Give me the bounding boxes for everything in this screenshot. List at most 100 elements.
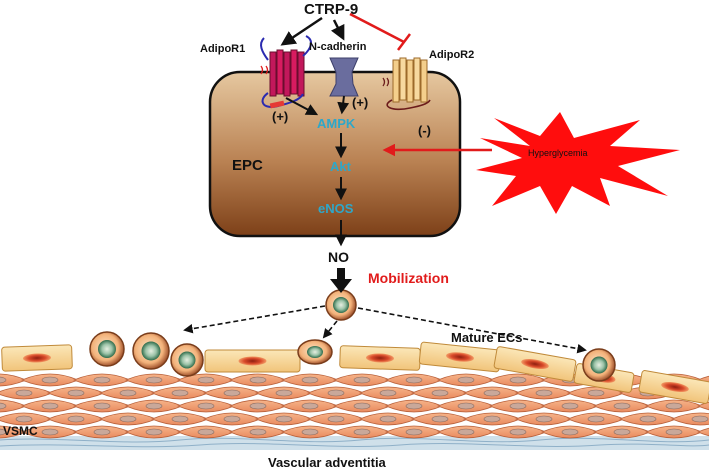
migration-arrow-right — [357, 307, 587, 354]
ncadherin-receptor — [329, 57, 359, 97]
smooth-muscle-cell — [72, 399, 132, 413]
endothelial-cell — [638, 370, 709, 404]
smooth-muscle-cell — [124, 399, 184, 413]
smooth-muscle-cell — [306, 386, 366, 400]
mobilization-arrow — [330, 268, 352, 293]
arrow-ncadherin-to-ampk — [337, 95, 350, 115]
vsmc-layer — [0, 373, 709, 439]
smooth-muscle-cell — [696, 427, 709, 437]
smooth-muscle-cell — [306, 412, 366, 426]
smooth-muscle-cell — [488, 425, 548, 439]
smooth-muscle-cell — [228, 373, 288, 387]
adipor1-label: AdipoR1 — [200, 43, 246, 55]
smooth-muscle-cell — [644, 425, 704, 439]
smooth-muscle-cell — [20, 373, 80, 387]
smooth-muscle-cell — [280, 425, 340, 439]
effect-minus: (-) — [418, 123, 431, 138]
arrow-adipor1-to-ampk — [285, 97, 319, 116]
akt-label: Akt — [330, 159, 351, 174]
smooth-muscle-cell — [358, 412, 418, 426]
adhering-epc-cells — [89, 331, 616, 382]
smooth-muscle-cell — [696, 401, 709, 411]
arrow-to-ncadherin — [330, 19, 345, 41]
adipor1-receptor — [260, 35, 312, 109]
smooth-muscle-cell — [254, 386, 314, 400]
epc-cell-4 — [297, 339, 333, 365]
smooth-muscle-cell — [384, 425, 444, 439]
smooth-muscle-cell — [436, 373, 496, 387]
migration-arrow-down — [322, 320, 338, 339]
epc-cell-2 — [132, 332, 170, 370]
mature-ecs-label: Mature ECs — [451, 330, 523, 345]
smooth-muscle-cell — [332, 425, 392, 439]
smooth-muscle-cell — [384, 373, 444, 387]
smooth-muscle-cell — [46, 412, 106, 426]
adventitia-fibers — [0, 437, 709, 448]
smooth-muscle-cell — [462, 386, 522, 400]
smooth-muscle-cell — [0, 386, 54, 400]
smooth-muscle-cell — [46, 386, 106, 400]
enos-label: eNOS — [318, 201, 354, 216]
smooth-muscle-cell — [176, 399, 236, 413]
smooth-muscle-cell — [72, 425, 132, 439]
smooth-muscle-cell — [20, 399, 80, 413]
smooth-muscle-cell — [592, 399, 652, 413]
smooth-muscle-cell — [358, 386, 418, 400]
inhibition-to-adipor2 — [349, 12, 411, 51]
effect-plus-left: (+) — [272, 109, 289, 124]
hyperglycemia-label: Hyperglycemia — [528, 148, 588, 158]
smooth-muscle-cell — [202, 412, 262, 426]
vsmc-label: VSMC — [3, 424, 38, 438]
endothelial-cell — [339, 345, 421, 371]
smooth-muscle-cell — [540, 425, 600, 439]
no-label: NO — [328, 249, 349, 265]
smooth-muscle-cell — [254, 412, 314, 426]
epc-cell-1 — [89, 331, 125, 367]
epc-cell-3 — [170, 343, 204, 377]
smooth-muscle-cell — [618, 412, 678, 426]
smooth-muscle-cell — [566, 412, 626, 426]
adventitia-label: Vascular adventitia — [268, 455, 386, 470]
smooth-muscle-cell — [332, 399, 392, 413]
smooth-muscle-cell — [514, 412, 574, 426]
endothelial-layer — [1, 341, 709, 404]
migration-arrow-left — [183, 305, 326, 334]
epc-cell-5 — [582, 348, 616, 382]
smooth-muscle-cell — [540, 399, 600, 413]
smooth-muscle-cell — [280, 399, 340, 413]
ncadherin-label: N-cadherin — [309, 41, 367, 53]
smooth-muscle-cell — [514, 386, 574, 400]
smooth-muscle-cell — [124, 373, 184, 387]
smooth-muscle-cell — [462, 412, 522, 426]
adipor2-receptor — [382, 57, 431, 111]
smooth-muscle-cell — [72, 373, 132, 387]
endothelial-cell — [493, 346, 577, 382]
effect-plus-center: (+) — [352, 95, 369, 110]
ampk-label: AMPK — [317, 116, 356, 131]
migration-arrows — [183, 305, 587, 354]
mobilized-epc-cell — [325, 289, 357, 321]
smooth-muscle-cell — [410, 412, 470, 426]
smooth-muscle-cell — [280, 373, 340, 387]
smooth-muscle-cell — [20, 425, 80, 439]
smooth-muscle-cell — [176, 425, 236, 439]
smooth-muscle-cell — [150, 386, 210, 400]
smooth-muscle-cell — [384, 399, 444, 413]
hyperglycemia-burst — [476, 112, 680, 214]
ctrp9-label: CTRP-9 — [304, 1, 359, 18]
endothelial-cell — [418, 341, 502, 373]
smooth-muscle-cell — [98, 412, 158, 426]
smooth-muscle-cell — [410, 386, 470, 400]
smooth-muscle-cell — [228, 399, 288, 413]
endothelial-cell — [1, 344, 73, 372]
epc-label: EPC — [232, 157, 263, 174]
smooth-muscle-cell — [436, 399, 496, 413]
smooth-muscle-cell — [124, 425, 184, 439]
mobilization-label: Mobilization — [368, 270, 449, 286]
smooth-muscle-cell — [98, 386, 158, 400]
ctrp9-arrows — [280, 16, 345, 46]
smooth-muscle-cell — [488, 399, 548, 413]
smooth-muscle-cell — [670, 412, 709, 426]
smooth-muscle-cell — [332, 373, 392, 387]
